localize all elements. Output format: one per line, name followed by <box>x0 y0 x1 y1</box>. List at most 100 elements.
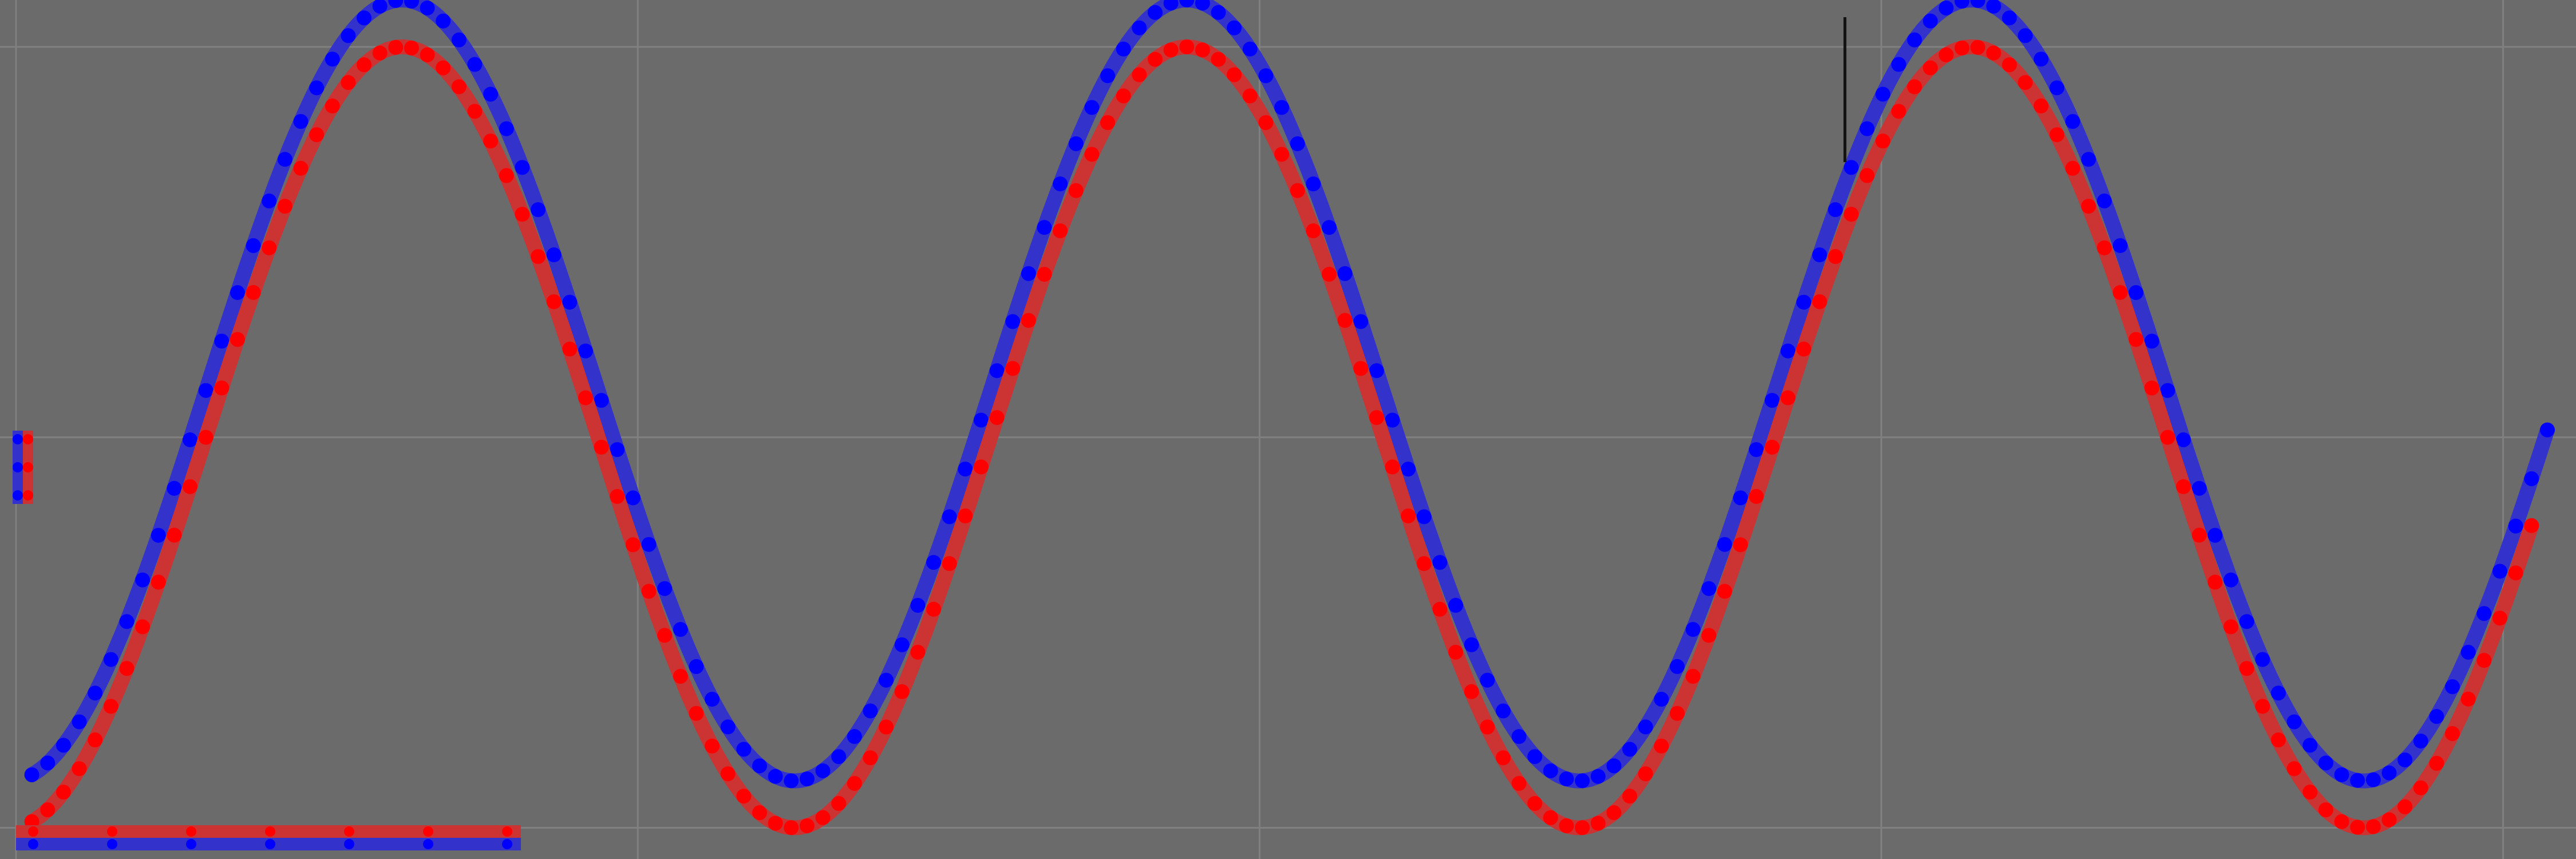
series-2-point <box>1796 341 1812 357</box>
series-2-point <box>404 40 419 56</box>
series-1-point <box>1116 41 1131 57</box>
series-1-point <box>2413 733 2428 748</box>
series-2-point <box>230 332 245 347</box>
series-2-point <box>1638 766 1653 782</box>
series-2-point <box>2207 574 2223 590</box>
series-2-point <box>1749 488 1764 504</box>
series-1-point <box>183 432 198 447</box>
series-2-point <box>2097 240 2112 255</box>
series-1-point <box>2097 193 2112 208</box>
legend-stub-marker <box>186 839 196 849</box>
legend-stub-marker <box>107 839 117 849</box>
legend-stub-marker <box>28 826 38 837</box>
series-1-point <box>1543 763 1558 778</box>
series-1-point <box>847 729 862 744</box>
series-1-point <box>1559 771 1574 787</box>
series-1-point <box>863 703 878 719</box>
series-1-point <box>910 598 926 613</box>
series-1-point <box>894 637 910 652</box>
legend-stub-marker <box>344 839 354 849</box>
series-1-point <box>1448 598 1464 613</box>
series-2-point <box>1812 294 1827 309</box>
series-2-point <box>1875 133 1891 149</box>
series-1-point <box>1321 220 1337 235</box>
series-2-point <box>847 775 862 791</box>
series-1-point <box>357 10 372 26</box>
series-2-point <box>2397 799 2413 814</box>
series-2-point <box>214 380 230 396</box>
series-1-point <box>388 0 404 8</box>
series-2-point <box>2033 98 2049 114</box>
series-2-point <box>736 789 752 804</box>
series-1-point <box>705 691 720 707</box>
series-1-point <box>1084 100 1100 115</box>
series-1-point <box>309 80 325 96</box>
series-2-point <box>451 79 467 94</box>
series-2-point <box>910 644 926 660</box>
series-1-point <box>2318 755 2334 771</box>
series-2-point <box>578 390 593 405</box>
series-1-point <box>24 767 39 782</box>
series-1-point <box>1495 703 1511 719</box>
series-1-point <box>2350 773 2365 788</box>
series-1-point <box>1907 32 1922 48</box>
series-2-point <box>420 47 435 62</box>
series-1-point <box>1843 160 1859 175</box>
series-1-point <box>625 490 641 506</box>
series-2-point <box>436 60 451 76</box>
series-1-point <box>1733 490 1748 506</box>
series-1-point <box>1100 68 1115 84</box>
series-2-point <box>720 766 736 782</box>
series-1-point <box>1464 637 1479 652</box>
legend-stub-marker <box>423 826 433 837</box>
series-1-point <box>1780 343 1796 358</box>
series-2-point <box>1195 42 1210 58</box>
series-1-point <box>2508 518 2523 534</box>
series-2-point <box>183 479 198 494</box>
series-1-point <box>689 659 704 674</box>
legend-stub-marker <box>502 839 512 849</box>
series-1-point <box>499 121 514 136</box>
series-1-point <box>1416 509 1432 525</box>
series-2-point <box>1654 738 1669 754</box>
series-1-point <box>1195 0 1210 11</box>
series-2-point <box>88 732 103 748</box>
series-2-point <box>40 802 56 818</box>
series-1-point <box>2065 114 2080 129</box>
series-1-point <box>1385 412 1400 428</box>
series-2-point <box>768 815 783 831</box>
series-2-point <box>1938 47 1954 62</box>
series-1-point <box>2302 738 2318 753</box>
series-1-point <box>1796 294 1812 310</box>
series-2-point <box>56 785 71 800</box>
series-2-point <box>1527 796 1543 811</box>
series-2-point <box>341 75 356 90</box>
series-2-point <box>1369 410 1384 425</box>
series-2-point <box>2302 785 2318 800</box>
series-2-point <box>1923 60 1938 76</box>
series-2-point <box>467 104 483 119</box>
series-1-point <box>2017 28 2033 44</box>
series-2-point <box>1622 789 1638 804</box>
series-1-point <box>610 442 625 458</box>
series-1-point <box>958 462 973 477</box>
series-1-point <box>942 509 957 525</box>
series-2-point <box>1986 45 2001 61</box>
series-2-point <box>2492 610 2508 626</box>
series-2-point <box>657 628 673 643</box>
series-2-point <box>1068 183 1084 198</box>
series-1-point <box>1575 773 1590 789</box>
series-1-point <box>404 0 419 9</box>
series-1-point <box>2445 679 2460 695</box>
series-1-point <box>246 238 261 253</box>
series-1-point <box>973 412 989 428</box>
series-1-point <box>1638 719 1653 735</box>
series-1-point <box>1527 749 1543 765</box>
series-1-point <box>483 86 499 102</box>
series-1-point <box>2081 152 2096 167</box>
series-1-point <box>815 763 831 778</box>
series-1-point <box>2049 80 2065 96</box>
series-1-point <box>1258 68 1274 84</box>
series-2-point <box>1258 115 1274 131</box>
